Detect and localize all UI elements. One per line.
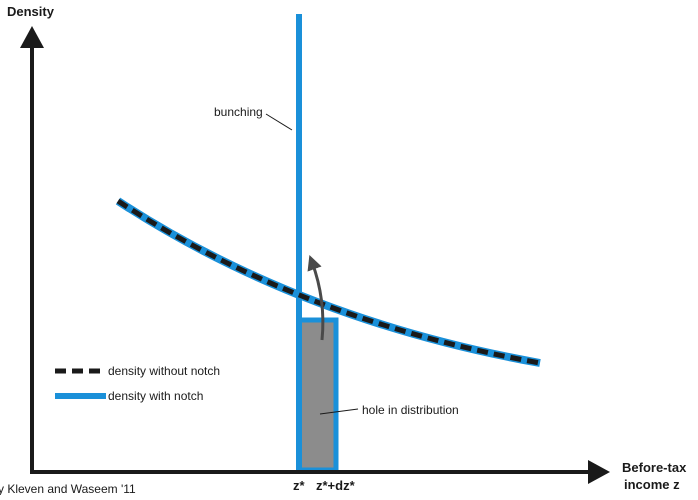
tick-z-star: z* [293, 478, 306, 493]
legend-label-without-notch: density without notch [108, 364, 220, 378]
y-axis-label: Density [7, 4, 55, 19]
x-axis-label-line2: income z [624, 477, 680, 492]
tick-z-star-dz: z*+dz* [316, 478, 356, 493]
x-axis-arrowhead [588, 460, 610, 484]
hole-leader [319, 408, 359, 415]
bunching-leader [265, 113, 293, 131]
density-without-notch-curve [116, 198, 541, 366]
legend: density without notch density with notch [55, 364, 220, 403]
x-axis-label-line1: Before-tax [622, 460, 687, 475]
legend-label-with-notch: density with notch [108, 389, 203, 403]
y-axis-arrowhead [20, 26, 44, 48]
hole-region [296, 317, 339, 473]
bunching-label: bunching [214, 105, 263, 119]
shift-arrow [307, 254, 325, 341]
hole-label: hole in distribution [362, 403, 459, 417]
source-note: y Kleven and Waseem '11 [0, 482, 136, 495]
